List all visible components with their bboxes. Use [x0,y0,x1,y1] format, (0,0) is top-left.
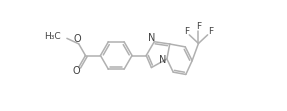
Text: O: O [74,34,82,44]
Text: O: O [73,66,80,76]
Text: F: F [208,27,213,36]
Text: N: N [148,33,156,43]
Text: H₃C: H₃C [44,32,61,41]
Text: N: N [159,55,166,64]
Text: F: F [196,22,201,31]
Text: F: F [184,27,189,36]
